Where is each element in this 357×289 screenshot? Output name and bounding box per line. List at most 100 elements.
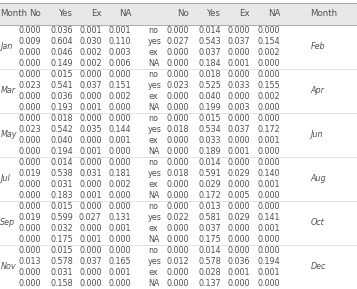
Text: 0.023: 0.023 — [167, 81, 189, 90]
Text: 0.000: 0.000 — [109, 235, 131, 244]
Text: 0.014: 0.014 — [199, 25, 221, 35]
Text: 0.000: 0.000 — [167, 158, 189, 167]
Text: 0.001: 0.001 — [79, 235, 102, 244]
Text: 0.029: 0.029 — [227, 213, 250, 222]
Text: 0.031: 0.031 — [79, 169, 102, 178]
Text: 0.000: 0.000 — [109, 70, 131, 79]
Text: yes: yes — [148, 125, 162, 134]
Text: ex: ex — [148, 48, 158, 57]
Text: 0.015: 0.015 — [51, 202, 73, 211]
Text: 0.000: 0.000 — [227, 92, 250, 101]
Text: 0.175: 0.175 — [50, 235, 73, 244]
Text: 0.543: 0.543 — [199, 37, 221, 46]
Text: 0.154: 0.154 — [258, 37, 280, 46]
Text: 0.000: 0.000 — [109, 202, 131, 211]
Text: 0.000: 0.000 — [167, 147, 189, 156]
Text: 0.000: 0.000 — [258, 103, 280, 112]
Text: 0.000: 0.000 — [167, 268, 189, 277]
Text: 0.002: 0.002 — [109, 92, 131, 101]
Text: 0.001: 0.001 — [109, 268, 131, 277]
Text: 0.000: 0.000 — [19, 103, 41, 112]
Text: Feb: Feb — [311, 42, 325, 51]
Text: 0.110: 0.110 — [109, 37, 131, 46]
Text: 0.033: 0.033 — [227, 81, 250, 90]
Text: 0.151: 0.151 — [109, 81, 131, 90]
Text: Dec: Dec — [311, 262, 326, 271]
Text: 0.030: 0.030 — [79, 37, 102, 46]
Text: yes: yes — [148, 37, 162, 46]
Text: Aug: Aug — [311, 174, 326, 183]
Text: 0.018: 0.018 — [167, 169, 189, 178]
Text: 0.000: 0.000 — [227, 279, 250, 288]
Text: 0.018: 0.018 — [167, 125, 189, 134]
Text: 0.000: 0.000 — [19, 158, 41, 167]
Text: no: no — [148, 246, 158, 255]
Text: 0.000: 0.000 — [19, 180, 41, 189]
Text: 0.000: 0.000 — [167, 92, 189, 101]
Text: 0.000: 0.000 — [227, 158, 250, 167]
Text: 0.599: 0.599 — [50, 213, 73, 222]
Text: 0.014: 0.014 — [199, 246, 221, 255]
Text: 0.578: 0.578 — [198, 257, 221, 266]
Text: 0.000: 0.000 — [109, 246, 131, 255]
Text: 0.183: 0.183 — [51, 191, 73, 200]
Text: 0.019: 0.019 — [19, 213, 41, 222]
Text: 0.001: 0.001 — [109, 136, 131, 145]
Text: 0.000: 0.000 — [227, 180, 250, 189]
Text: 0.000: 0.000 — [79, 114, 102, 123]
Text: 0.000: 0.000 — [79, 158, 102, 167]
Text: 0.000: 0.000 — [167, 70, 189, 79]
Text: 0.000: 0.000 — [79, 246, 102, 255]
Text: 0.000: 0.000 — [258, 246, 280, 255]
Text: 0.000: 0.000 — [227, 246, 250, 255]
Text: 0.000: 0.000 — [167, 246, 189, 255]
Text: Jul: Jul — [0, 174, 10, 183]
Text: 0.029: 0.029 — [198, 180, 221, 189]
Text: 0.000: 0.000 — [258, 279, 280, 288]
Text: 0.000: 0.000 — [109, 191, 131, 200]
Text: 0.000: 0.000 — [19, 191, 41, 200]
Text: 0.036: 0.036 — [51, 92, 73, 101]
Text: 0.000: 0.000 — [109, 114, 131, 123]
Text: 0.023: 0.023 — [19, 125, 41, 134]
Text: 0.019: 0.019 — [19, 169, 41, 178]
Text: 0.000: 0.000 — [167, 202, 189, 211]
Text: Yes: Yes — [207, 9, 221, 18]
Text: 0.175: 0.175 — [198, 235, 221, 244]
Text: Yes: Yes — [59, 9, 73, 18]
Text: 0.541: 0.541 — [51, 81, 73, 90]
Text: 0.003: 0.003 — [109, 48, 131, 57]
Text: 0.000: 0.000 — [227, 70, 250, 79]
Text: 0.012: 0.012 — [167, 257, 189, 266]
Text: 0.604: 0.604 — [51, 37, 73, 46]
Text: 0.578: 0.578 — [50, 257, 73, 266]
Text: 0.000: 0.000 — [258, 25, 280, 35]
Text: 0.000: 0.000 — [19, 202, 41, 211]
Text: yes: yes — [148, 213, 162, 222]
Text: 0.001: 0.001 — [258, 268, 280, 277]
Text: 0.000: 0.000 — [19, 268, 41, 277]
Text: 0.001: 0.001 — [227, 59, 250, 68]
Text: 0.172: 0.172 — [198, 191, 221, 200]
Text: 0.542: 0.542 — [50, 125, 73, 134]
Text: NA: NA — [148, 147, 160, 156]
Text: 0.194: 0.194 — [51, 147, 73, 156]
Text: NA: NA — [148, 103, 160, 112]
Text: No: No — [177, 9, 189, 18]
Text: 0.000: 0.000 — [227, 235, 250, 244]
Text: 0.015: 0.015 — [51, 246, 73, 255]
Text: 0.000: 0.000 — [167, 235, 189, 244]
Text: 0.141: 0.141 — [258, 213, 280, 222]
Text: 0.165: 0.165 — [109, 257, 131, 266]
Text: 0.013: 0.013 — [199, 202, 221, 211]
Text: no: no — [148, 158, 158, 167]
Text: Month: Month — [311, 9, 338, 18]
Text: 0.001: 0.001 — [227, 268, 250, 277]
Text: 0.000: 0.000 — [19, 70, 41, 79]
Text: 0.000: 0.000 — [19, 25, 41, 35]
Text: NA: NA — [148, 59, 160, 68]
Text: 0.027: 0.027 — [166, 37, 189, 46]
Text: 0.000: 0.000 — [227, 136, 250, 145]
Text: ex: ex — [148, 268, 158, 277]
Text: 0.000: 0.000 — [109, 147, 131, 156]
